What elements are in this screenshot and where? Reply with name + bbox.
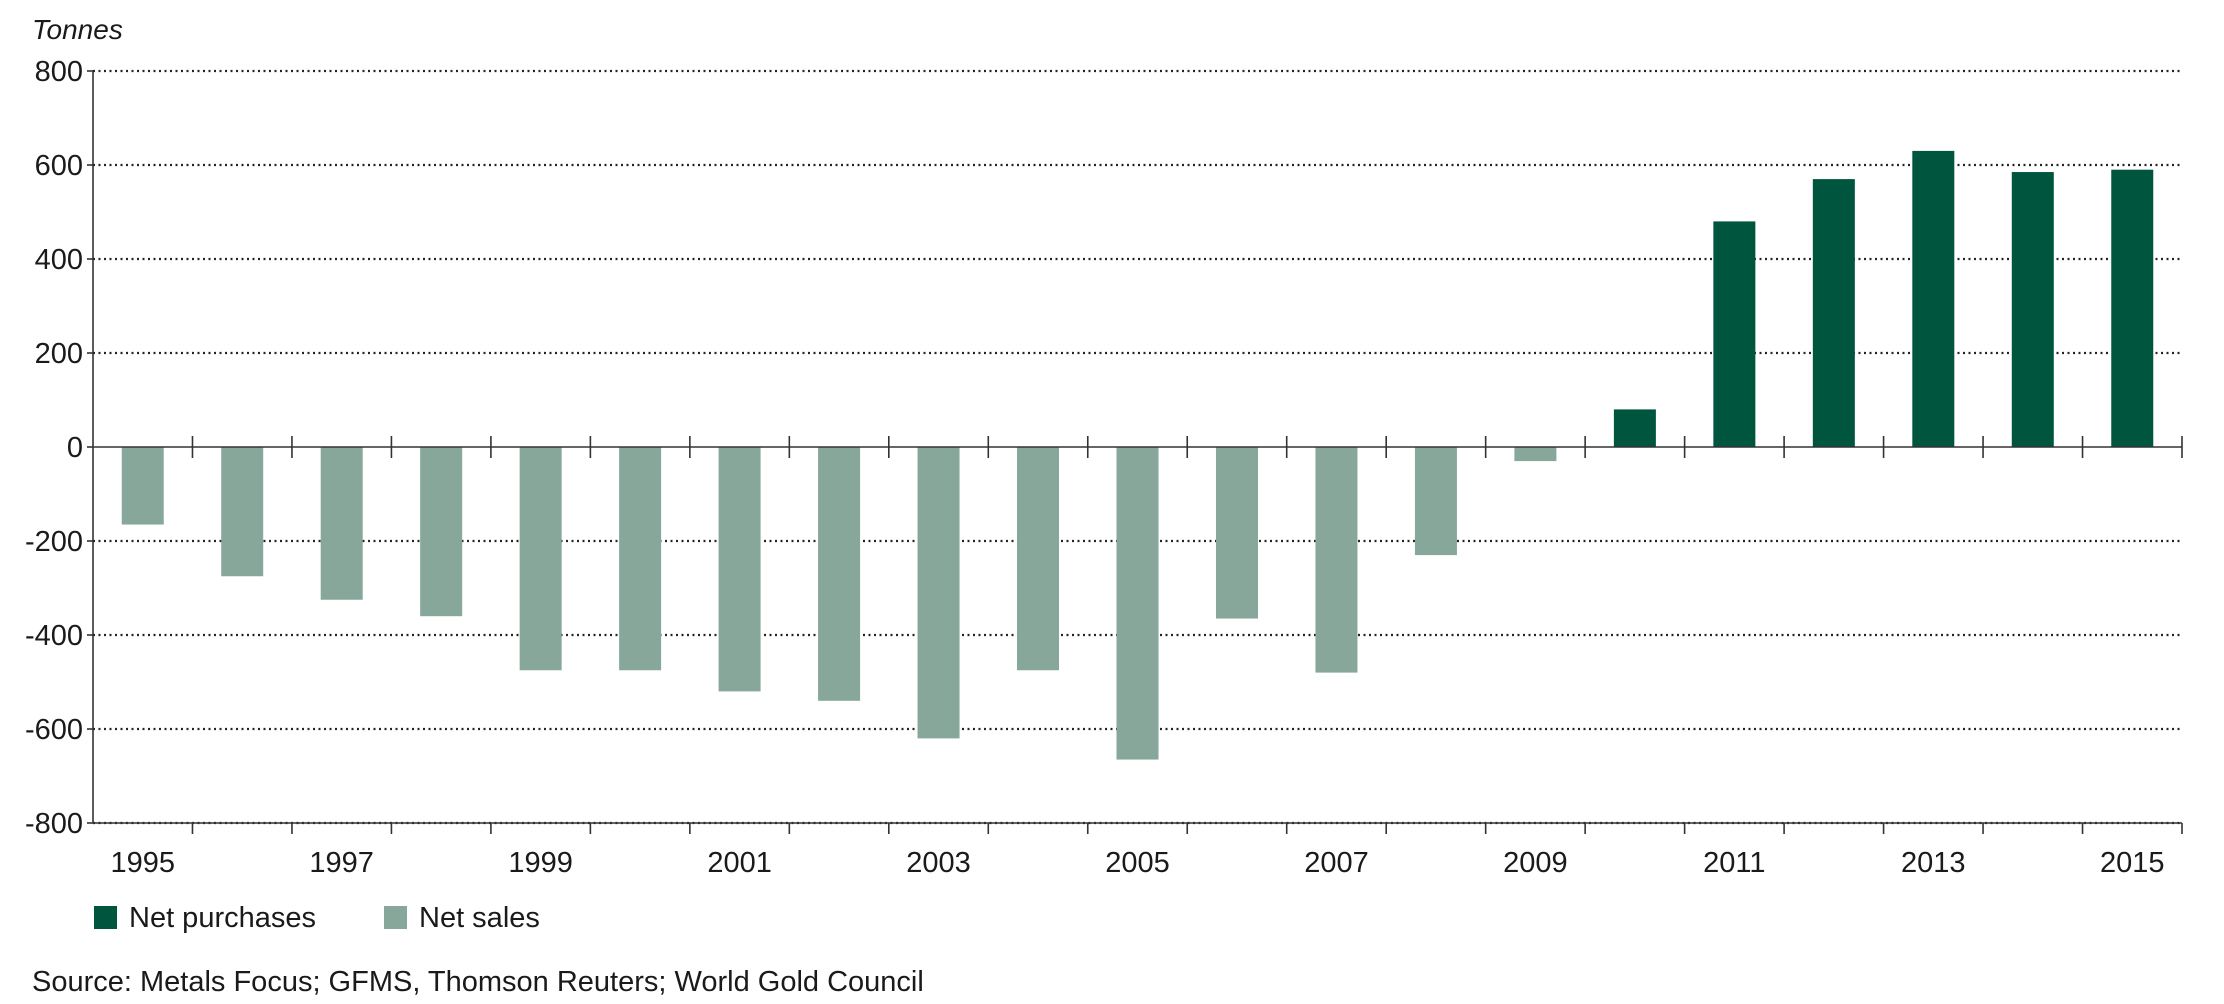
x-tick-label: 2005 [1105, 847, 1170, 879]
legend-label-net-purchases: Net purchases [129, 902, 316, 934]
x-tick-label: 2001 [707, 847, 772, 879]
bar-1995 [121, 447, 164, 525]
bar-2010 [1613, 409, 1656, 447]
bar-2013 [1912, 150, 1955, 447]
y-axis-tick-labels: 800 600 400 200 0 -200 -400 -600 -800 [25, 56, 83, 840]
bar-1996 [221, 447, 264, 577]
bar-1998 [420, 447, 463, 617]
bar-1999 [519, 447, 562, 671]
bar-2001 [718, 447, 761, 692]
x-tick-label: 2007 [1304, 847, 1369, 879]
bar-2012 [1812, 179, 1855, 447]
bar-2008 [1414, 447, 1457, 556]
y-tick-label: 400 [35, 244, 83, 276]
y-tick-label: -200 [25, 526, 83, 558]
y-tick-label: -400 [25, 620, 83, 652]
x-axis-tick-labels: 1995 1997 1999 2001 2003 2005 2007 2009 2011 2013… [110, 847, 2164, 879]
y-tick-label: 600 [35, 150, 83, 182]
bar-2004 [1017, 447, 1060, 671]
source-note: Source: Metals Focus; GFMS, Thomson Reut… [32, 966, 924, 998]
bar-2014 [2011, 172, 2054, 448]
bar-2003 [917, 447, 960, 739]
legend-swatch-net-sales [384, 906, 407, 929]
y-tick-label: -600 [25, 714, 83, 746]
x-tick-label: 1997 [309, 847, 374, 879]
bar-2009 [1514, 447, 1557, 462]
x-tick-label: 2015 [2100, 847, 2165, 879]
x-tick-label: 2013 [1901, 847, 1966, 879]
y-tick-label: 800 [35, 56, 83, 88]
x-tick-label: 2003 [906, 847, 971, 879]
x-tick-label: 2009 [1503, 847, 1568, 879]
bar-2007 [1315, 447, 1358, 673]
bar-2015 [2111, 169, 2154, 447]
legend-label-net-sales: Net sales [419, 902, 540, 934]
bar-2002 [818, 447, 861, 701]
y-tick-label: 0 [67, 432, 83, 464]
y-tick-label: 200 [35, 338, 83, 370]
y-tick-label: -800 [25, 808, 83, 840]
bar-2011 [1713, 221, 1756, 447]
bar-2006 [1215, 447, 1258, 619]
legend: Net purchases Net sales [94, 902, 540, 934]
bar-2000 [619, 447, 662, 671]
legend-swatch-net-purchases [94, 906, 117, 929]
bars [121, 150, 2154, 760]
x-tick-label: 1995 [110, 847, 175, 879]
axes [87, 70, 2183, 834]
y-axis-unit-label: Tonnes [32, 14, 123, 45]
bar-1997 [320, 447, 363, 600]
x-tick-label: 1999 [508, 847, 573, 879]
x-tick-label: 2011 [1703, 847, 1765, 879]
bar-2005 [1116, 447, 1159, 760]
